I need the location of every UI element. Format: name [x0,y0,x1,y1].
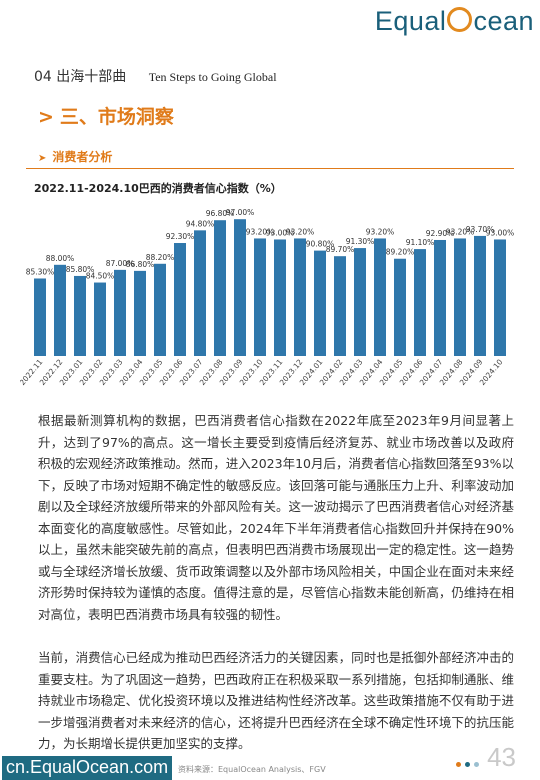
chart-data-label: 85.30% [26,267,55,276]
chart-bar [494,239,506,356]
section-title: > 三、市场洞察 [38,102,174,129]
website-link[interactable]: cn.EqualOcean.com [2,756,173,780]
chart-bar [394,258,406,356]
subsection-title-text: 消费者分析 [52,150,113,164]
chart-bar [174,243,186,356]
source-note: 资料来源：EqualOcean Analysis、FGV [178,765,326,774]
dot-icon [456,762,461,767]
chart-data-label: 84.50% [86,272,115,281]
chart-data-label: 93.00% [486,228,515,237]
chart-data-label: 90.80% [306,240,335,249]
chart-bar [474,235,486,356]
chart-bar [354,248,366,356]
chapter-header: 04 出海十部曲 Ten Steps to Going Global [34,66,277,86]
chart-data-label: 86.80% [126,260,155,269]
chart-bar [194,230,206,356]
chart-data-label: 92.30% [166,232,195,241]
chapter-title: 04 出海十部曲 [34,69,127,85]
chart-bar [74,275,86,356]
chart-data-label: 88.20% [146,253,175,262]
logo-o-ring-icon [447,7,473,32]
chart-data-label: 93.20% [286,227,315,236]
consumer-confidence-bar-chart: 85.30%2022.1188.00%2022.1285.80%2023.018… [20,208,515,387]
chart-data-label: 93.20% [446,227,475,236]
chart-title: 2022.11-2024.10巴西的消费者信心指数（%） [34,182,282,195]
dot-icon [474,762,479,767]
chart-bar [134,270,146,356]
chart-data-label: 91.30% [346,237,375,246]
chart-bar [454,238,466,356]
chart-bar [114,269,126,356]
chart-bar [34,278,46,356]
body-paragraph: 根据最新测算机构的数据，巴西消费者信心指数在2022年底至2023年9月间显著上… [38,413,514,622]
subsection-title: ➤ 消费者分析 [38,148,112,165]
chevron-right-icon: > [38,106,54,128]
chart-data-label: 89.20% [386,248,415,257]
chart-data-label: 85.80% [66,265,95,274]
page-number: 43 [487,742,516,772]
chart-data-label: 89.70% [326,245,355,254]
chart-bar [254,238,266,356]
chart-data-label: 93.20% [246,227,275,236]
chart-data-label: 92.90% [426,229,455,238]
chart-data-label: 88.00% [46,254,75,263]
section-title-text: 三、市场洞察 [59,106,174,128]
chart-bar [94,282,106,356]
chart-data-label: 97.00% [226,208,255,217]
chart-bar [314,250,326,356]
chart-bar [154,263,166,356]
chart-bar [334,256,346,356]
equalocean-logo: Equal cean [374,6,534,36]
dot-icon [465,762,470,767]
chart-data-label: 93.00% [266,228,295,237]
chart-bar [434,239,446,356]
chart-bar [374,238,386,356]
chart-bar [414,249,426,356]
decorative-dots [456,752,483,771]
subsection-divider [26,168,514,169]
chart-data-label: 93.20% [366,227,395,236]
chart-bar [54,264,66,356]
chart-data-label: 94.80% [186,219,215,228]
chart-data-label: 96.80% [206,209,235,218]
chart-bar [214,220,226,356]
chart-data-label: 91.10% [406,238,435,247]
arrowhead-icon: ➤ [38,153,47,164]
chart-bar [294,238,306,356]
body-paragraph: 当前，消费信心已经成为推动巴西经济活力的关键因素，同时也是抵御外部经济冲击的重要… [38,650,514,751]
chart-data-label: 87.00% [106,259,135,268]
chart-bar [274,239,286,356]
chart-data-label: 93.70% [466,225,495,234]
chart-bar [234,219,246,356]
chapter-english-title: Ten Steps to Going Global [148,70,277,84]
